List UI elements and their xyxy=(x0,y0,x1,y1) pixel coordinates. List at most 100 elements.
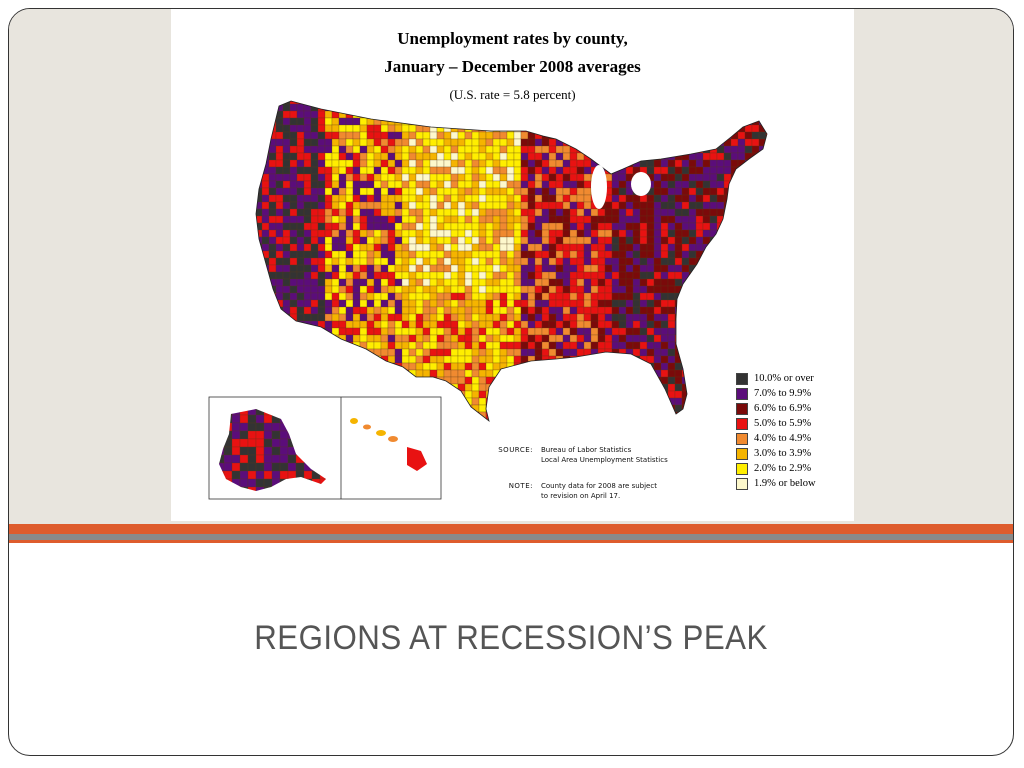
county-cell xyxy=(422,166,431,175)
county-cell xyxy=(604,257,613,266)
county-cell xyxy=(520,201,529,210)
county-cell xyxy=(394,145,403,154)
county-cell xyxy=(653,299,662,308)
county-cell xyxy=(590,264,599,273)
county-cell xyxy=(268,194,277,203)
county-cell xyxy=(667,362,676,371)
county-cell xyxy=(569,285,578,294)
county-cell xyxy=(429,236,438,245)
county-cell xyxy=(513,292,522,301)
county-cell xyxy=(506,159,515,168)
county-cell xyxy=(263,454,273,464)
county-cell xyxy=(366,103,375,112)
county-cell xyxy=(457,313,466,322)
county-cell xyxy=(289,383,298,392)
county-cell xyxy=(520,145,529,154)
county-cell xyxy=(303,470,313,480)
county-cell xyxy=(569,215,578,224)
county-cell xyxy=(401,257,410,266)
county-cell xyxy=(268,229,277,238)
county-cell xyxy=(534,327,543,336)
county-cell xyxy=(751,334,760,343)
county-cell xyxy=(639,348,648,357)
county-cell xyxy=(282,376,291,385)
county-cell xyxy=(576,320,585,329)
county-cell xyxy=(394,355,403,364)
county-cell xyxy=(303,201,312,210)
county-cell xyxy=(513,173,522,182)
county-cell xyxy=(723,278,732,287)
county-cell xyxy=(625,355,634,364)
county-cell xyxy=(296,341,305,350)
county-cell xyxy=(541,173,550,182)
county-cell xyxy=(380,229,389,238)
county-cell xyxy=(646,383,655,392)
county-cell xyxy=(457,173,466,182)
county-cell xyxy=(765,229,767,238)
county-cell xyxy=(555,215,564,224)
county-cell xyxy=(513,194,522,203)
county-cell xyxy=(765,299,767,308)
county-cell xyxy=(688,285,697,294)
county-cell xyxy=(576,166,585,175)
county-cell xyxy=(765,278,767,287)
county-cell xyxy=(520,229,529,238)
county-cell xyxy=(681,201,690,210)
county-cell xyxy=(590,110,599,119)
county-cell xyxy=(555,278,564,287)
county-cell xyxy=(646,327,655,336)
county-cell xyxy=(492,187,501,196)
county-cell xyxy=(457,229,466,238)
county-cell xyxy=(380,131,389,140)
county-cell xyxy=(394,348,403,357)
county-cell xyxy=(513,285,522,294)
county-cell xyxy=(576,187,585,196)
county-cell xyxy=(583,101,592,105)
county-cell xyxy=(457,257,466,266)
county-cell xyxy=(247,486,257,491)
county-cell xyxy=(744,103,753,112)
county-cell xyxy=(255,470,265,480)
county-cell xyxy=(471,201,480,210)
county-cell xyxy=(352,264,361,273)
county-cell xyxy=(618,159,627,168)
county-cell xyxy=(590,101,599,105)
county-cell xyxy=(422,215,431,224)
county-cell xyxy=(310,327,319,336)
county-cell xyxy=(436,110,445,119)
county-cell xyxy=(604,201,613,210)
county-cell xyxy=(464,201,473,210)
county-cell xyxy=(541,103,550,112)
county-cell xyxy=(443,187,452,196)
county-cell xyxy=(471,145,480,154)
county-cell xyxy=(268,334,277,343)
county-cell xyxy=(471,390,480,399)
county-cell xyxy=(492,348,501,357)
county-cell xyxy=(436,369,445,378)
legend-item: 1.9% or below xyxy=(736,476,816,491)
county-cell xyxy=(667,243,676,252)
county-cell xyxy=(632,334,641,343)
county-cell xyxy=(256,355,263,364)
county-cell xyxy=(282,285,291,294)
county-cell xyxy=(737,138,746,147)
county-cell xyxy=(583,299,592,308)
county-cell xyxy=(737,166,746,175)
county-cell xyxy=(548,397,557,406)
county-cell xyxy=(513,383,522,392)
county-cell xyxy=(625,124,634,133)
county-cell xyxy=(639,243,648,252)
county-cell xyxy=(422,201,431,210)
county-cell xyxy=(275,306,284,315)
county-cell xyxy=(555,292,564,301)
county-cell xyxy=(317,131,326,140)
county-cell xyxy=(289,320,298,329)
county-cell xyxy=(632,117,641,126)
county-cell xyxy=(576,250,585,259)
county-cell xyxy=(408,313,417,322)
county-cell xyxy=(751,355,760,364)
county-cell xyxy=(345,138,354,147)
county-cell xyxy=(765,334,767,343)
county-cell xyxy=(660,180,669,189)
county-cell xyxy=(471,194,480,203)
